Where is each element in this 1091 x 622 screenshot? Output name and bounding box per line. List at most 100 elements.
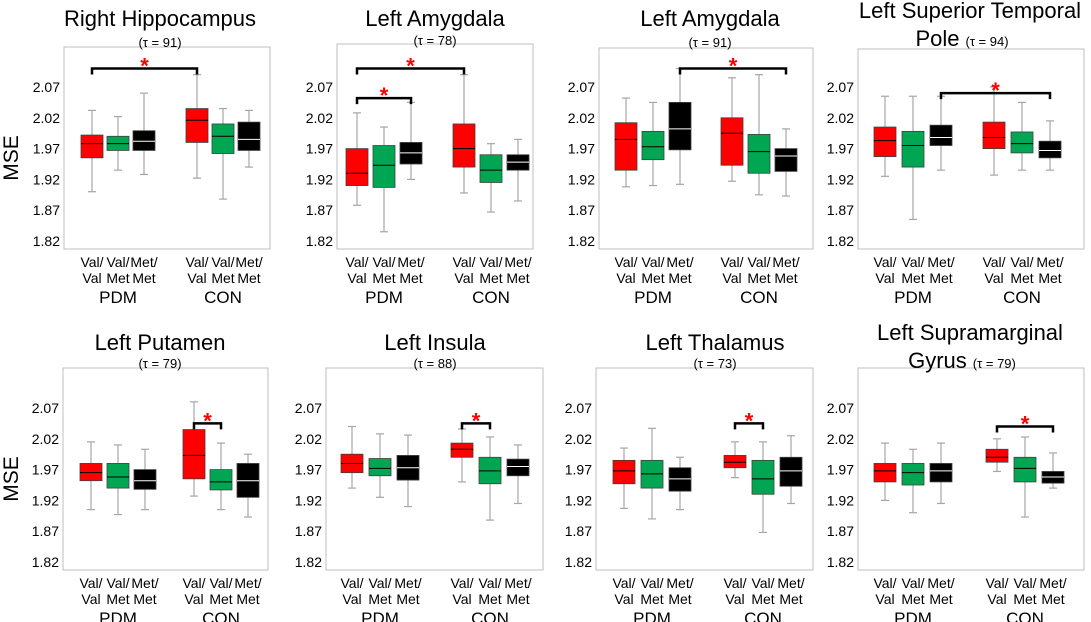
box-pdm-val-val	[873, 442, 897, 501]
y-axis-label: MSE	[0, 456, 23, 502]
significance-bracket: *	[355, 83, 413, 108]
group-label-pdm: PDM	[99, 609, 137, 622]
box-con-val-met	[1010, 101, 1034, 171]
category-label-bottom: Met	[211, 270, 234, 286]
y-tick-label: 1.82	[306, 233, 333, 249]
category-label-top: Val/	[80, 254, 103, 270]
y-tick-label: 1.97	[827, 141, 854, 157]
y-tick-label: 1.97	[32, 462, 59, 478]
category-label-bottom: Met	[668, 591, 691, 607]
y-tick-label: 2.07	[827, 79, 854, 95]
significance-bracket: *	[733, 408, 765, 433]
box-pdm-val-val	[80, 109, 104, 193]
chart-title: Left Superior Temporal	[859, 0, 1081, 23]
box-con-val-val	[982, 86, 1006, 176]
y-tick-label: 2.02	[568, 110, 595, 126]
category-label-top: Met/	[130, 254, 157, 270]
category-label-top: Val/	[106, 254, 129, 270]
box-iqr	[209, 469, 233, 491]
y-tick-label: 2.02	[565, 431, 592, 447]
y-tick-label: 2.02	[33, 110, 60, 126]
category-label-bottom: Val	[452, 591, 471, 607]
box-pdm-val-met	[640, 427, 664, 520]
chart-panel-8: Left Supramarginal Gyrus (τ = 79) 2.07 2.02 1…	[827, 320, 1085, 622]
category-label-bottom: Met	[1038, 270, 1061, 286]
plot-frame	[63, 46, 271, 250]
category-label-top: Met/	[397, 254, 424, 270]
category-label-top: Val/	[79, 575, 102, 591]
significance-star: *	[380, 83, 389, 108]
box-pdm-met-met	[929, 442, 953, 505]
box-iqr	[668, 102, 692, 151]
significance-bracket: *	[939, 78, 1052, 103]
group-label-pdm: PDM	[633, 609, 671, 622]
category-label-bottom: Val	[725, 591, 744, 607]
category-label-top: Met/	[777, 575, 804, 591]
group-label-pdm: PDM	[99, 288, 137, 307]
category-label-top: Met/	[394, 575, 421, 591]
plot-frame	[595, 367, 814, 571]
box-iqr	[747, 134, 771, 174]
box-iqr	[985, 448, 1009, 463]
y-tick-label: 2.02	[827, 110, 854, 126]
category-label-top: Met/	[666, 575, 693, 591]
box-pdm-val-met	[106, 444, 130, 516]
category-label-top: Val/	[720, 254, 743, 270]
category-label-bottom: Val	[81, 591, 100, 607]
y-tick-label: 2.07	[306, 79, 333, 95]
category-label-top: Met/	[666, 254, 693, 270]
category-label-bottom: Met	[237, 270, 260, 286]
y-tick-label: 2.02	[32, 431, 59, 447]
y-tick-label: 1.92	[33, 171, 60, 187]
y-tick-label: 2.07	[827, 400, 854, 416]
category-label-bottom: Val	[342, 591, 361, 607]
chart-title: Left Insula	[384, 330, 486, 355]
category-label-top: Met/	[927, 254, 954, 270]
box-iqr	[79, 463, 103, 482]
category-label-top: Val/	[751, 575, 774, 591]
category-label-top: Val/	[209, 575, 232, 591]
y-axis-label: MSE	[0, 135, 23, 181]
y-tick-label: 1.92	[306, 171, 333, 187]
category-label-bottom: Met	[1013, 591, 1036, 607]
y-tick-label: 1.92	[295, 492, 322, 508]
plot-frame	[857, 367, 1085, 571]
y-tick-label: 1.87	[32, 523, 59, 539]
category-label-bottom: Met	[236, 591, 259, 607]
chart-title-line2: Gyrus (τ = 79)	[908, 348, 1016, 373]
category-label-bottom: Met	[372, 270, 395, 286]
box-iqr	[506, 458, 530, 477]
box-pdm-val-val	[612, 447, 636, 510]
y-tick-label: 2.07	[32, 400, 59, 416]
box-iqr	[779, 456, 803, 487]
box-pdm-val-val	[873, 95, 897, 177]
category-label-top: Val/	[106, 575, 129, 591]
bracket-line	[678, 67, 788, 75]
box-iqr	[901, 463, 925, 486]
box-iqr	[641, 130, 665, 161]
bracket-line	[90, 67, 199, 75]
category-label-bottom: Met	[209, 591, 232, 607]
bracket-line	[355, 96, 413, 105]
y-tick-label: 2.02	[306, 110, 333, 126]
box-iqr	[723, 455, 747, 469]
y-tick-label: 1.97	[33, 141, 60, 157]
y-tick-label: 1.87	[295, 523, 322, 539]
category-label-bottom: Met	[399, 270, 422, 286]
y-tick-label: 1.82	[827, 233, 854, 249]
category-label-bottom: Met	[479, 270, 502, 286]
y-tick-label: 1.92	[827, 171, 854, 187]
category-label-top: Met/	[1039, 575, 1066, 591]
box-pdm-val-val	[614, 97, 638, 188]
tau-label: (τ = 73)	[693, 356, 736, 371]
box-con-val-met	[747, 74, 771, 196]
box-con-met-met	[779, 435, 803, 505]
significance-bracket: *	[90, 54, 199, 79]
box-pdm-val-met	[901, 95, 925, 221]
y-tick-label: 2.07	[565, 400, 592, 416]
box-pdm-met-met	[396, 434, 420, 508]
chart-panel-7: Left Thalamus(τ = 73) 2.07 2.02 1.97 1.92 1.8…	[565, 330, 814, 622]
significance-bracket: *	[460, 408, 492, 433]
box-iqr	[372, 145, 396, 188]
chart-title: Right Hippocampus	[64, 6, 256, 31]
